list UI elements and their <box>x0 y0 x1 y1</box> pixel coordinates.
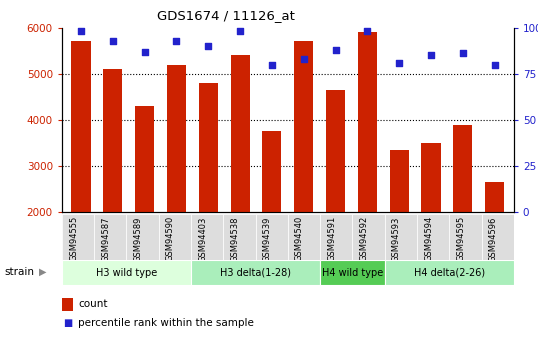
Text: GSM94594: GSM94594 <box>424 216 433 262</box>
Point <box>76 29 85 34</box>
Bar <box>135 106 154 212</box>
Point <box>140 49 149 55</box>
Text: H3 delta(1-28): H3 delta(1-28) <box>220 268 291 277</box>
Point <box>204 43 213 49</box>
Text: H3 wild type: H3 wild type <box>96 268 157 277</box>
Bar <box>191 260 320 285</box>
Text: GSM94596: GSM94596 <box>489 216 498 262</box>
Bar <box>103 69 122 212</box>
Point <box>300 56 308 62</box>
Text: GSM94590: GSM94590 <box>166 216 175 262</box>
Text: GSM94589: GSM94589 <box>133 216 143 262</box>
Bar <box>288 214 320 260</box>
Bar <box>159 214 191 260</box>
Bar <box>421 143 441 212</box>
Text: GDS1674 / 11126_at: GDS1674 / 11126_at <box>157 9 295 22</box>
Point <box>331 47 340 52</box>
Bar <box>263 131 281 212</box>
Bar <box>385 260 514 285</box>
Bar <box>62 214 94 260</box>
Point <box>236 29 244 34</box>
Point <box>363 29 372 34</box>
Bar <box>326 90 345 212</box>
Text: GSM94592: GSM94592 <box>359 216 369 262</box>
Point <box>491 62 499 67</box>
Text: ▶: ▶ <box>39 267 46 276</box>
Text: GSM94587: GSM94587 <box>101 216 110 262</box>
Text: count: count <box>78 299 108 309</box>
Text: GSM94403: GSM94403 <box>198 216 207 262</box>
Text: GSM94539: GSM94539 <box>263 216 272 262</box>
Bar <box>320 214 352 260</box>
Bar <box>94 214 126 260</box>
Text: GSM94593: GSM94593 <box>392 216 401 262</box>
Point <box>395 60 404 66</box>
Text: strain: strain <box>4 267 34 276</box>
Text: GSM94595: GSM94595 <box>456 216 465 262</box>
Bar <box>449 214 482 260</box>
Bar <box>294 41 313 212</box>
Text: ■: ■ <box>62 318 72 327</box>
Bar <box>320 260 385 285</box>
Bar <box>62 260 191 285</box>
Bar <box>72 41 90 212</box>
Bar <box>256 214 288 260</box>
Bar <box>454 125 472 212</box>
Bar <box>390 150 409 212</box>
Point <box>267 62 276 67</box>
Bar <box>191 214 223 260</box>
Bar <box>385 214 417 260</box>
Text: GSM94591: GSM94591 <box>327 216 336 262</box>
Text: GSM94538: GSM94538 <box>230 216 239 262</box>
Text: GSM94540: GSM94540 <box>295 216 304 262</box>
Text: GSM94555: GSM94555 <box>69 216 78 262</box>
Bar <box>223 214 256 260</box>
Bar <box>126 214 159 260</box>
Point <box>427 52 435 58</box>
Point <box>109 38 117 43</box>
Bar <box>482 214 514 260</box>
Text: H4 delta(2-26): H4 delta(2-26) <box>414 268 485 277</box>
Point <box>172 38 181 43</box>
Text: percentile rank within the sample: percentile rank within the sample <box>78 318 254 327</box>
Bar <box>417 214 449 260</box>
Bar <box>352 214 385 260</box>
Bar <box>231 55 250 212</box>
Point <box>458 51 467 56</box>
Text: H4 wild type: H4 wild type <box>322 268 383 277</box>
Bar <box>485 182 504 212</box>
Bar <box>167 65 186 212</box>
Bar <box>199 83 218 212</box>
Bar <box>358 32 377 212</box>
